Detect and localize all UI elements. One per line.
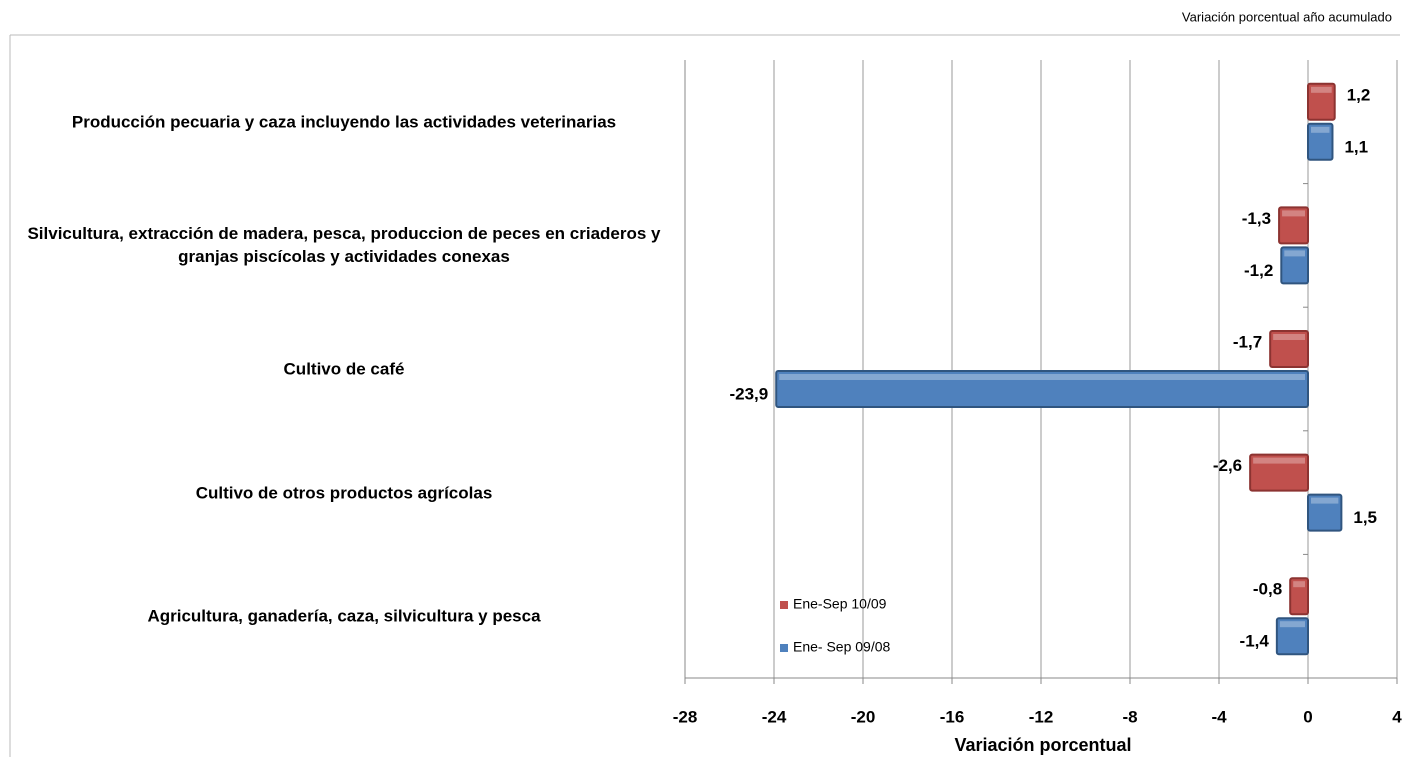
x-tick-label: -4 [1211,707,1227,726]
bar [1249,453,1310,492]
data-label: 1,2 [1347,85,1371,104]
bar-highlight [1293,581,1305,588]
x-tick-label: 0 [1303,707,1312,726]
category-label: Cultivo de café [283,359,405,379]
bar-highlight [1311,86,1332,93]
bar [1278,206,1309,245]
legend-label: Ene-Sep 10/09 [793,596,887,612]
data-label: 1,5 [1353,508,1377,527]
data-label: -23,9 [729,384,768,403]
category-label: Agricultura, ganadería, caza, silvicultu… [147,606,541,626]
bar [1307,493,1343,532]
x-tick-label: -12 [1029,707,1054,726]
x-axis-title: Variación porcentual [954,735,1131,755]
legend-swatch [780,644,788,652]
data-label: -1,7 [1233,332,1262,351]
bar [1307,122,1334,161]
data-label: -0,8 [1253,580,1282,599]
bar-highlight [1311,126,1330,133]
data-label: -1,4 [1240,632,1270,651]
x-tick-label: -16 [940,707,965,726]
data-label: -2,6 [1213,456,1242,475]
legend-swatch [780,601,788,609]
bar-highlight [779,374,1305,380]
bar [1269,330,1310,368]
data-label: -1,2 [1244,261,1273,280]
x-tick-label: -20 [851,707,876,726]
subtitle: Variación porcentual año acumulado [1182,9,1392,24]
bar-highlight [1311,497,1339,504]
bar-highlight [1273,334,1305,340]
category-label: Producción pecuaria y caza incluyendo la… [71,112,617,132]
bar [1275,617,1309,656]
x-tick-label: -24 [762,707,787,726]
x-tick-label: -8 [1122,707,1137,726]
bar-highlight [1253,457,1305,464]
legend-label: Ene- Sep 09/08 [793,639,891,655]
category-label: Silvicultura, extracción de madera, pesc… [27,224,661,267]
x-tick-label: -28 [673,707,698,726]
bar [1289,577,1309,616]
data-label: -1,3 [1242,209,1271,228]
category-label: Cultivo de otros productos agrícolas [195,483,493,503]
bar-highlight [1282,210,1305,217]
bar [1280,246,1310,285]
bar-highlight [1279,621,1305,628]
bar [1307,82,1336,121]
data-label: 1,1 [1344,137,1368,156]
bar [775,370,1309,408]
bar-highlight [1284,250,1305,257]
x-tick-label: 4 [1392,707,1402,726]
